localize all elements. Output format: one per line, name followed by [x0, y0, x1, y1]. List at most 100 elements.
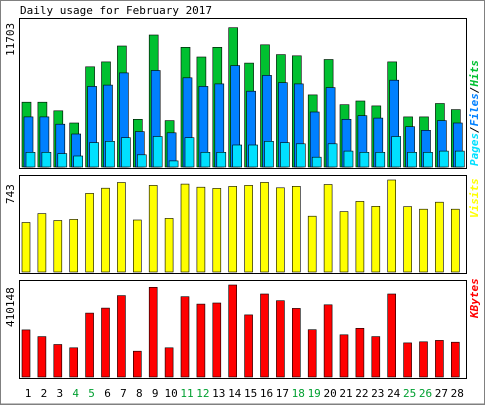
- kbytes-bar-day-23: [371, 336, 381, 378]
- day-label-13: 13: [212, 387, 225, 400]
- kbytes-bar-day-21: [339, 334, 349, 378]
- pages-bar-day-25: [407, 152, 417, 168]
- pages-bar-day-2: [41, 152, 52, 168]
- visits-bar-day-9: [148, 185, 158, 273]
- visits-bar-day-24: [387, 179, 397, 273]
- visits-bar-day-19: [307, 215, 317, 273]
- pages-bar-day-21: [343, 150, 354, 168]
- day-label-21: 21: [339, 387, 352, 400]
- pages-bar-day-8: [137, 154, 147, 168]
- kbytes-bar-day-18: [291, 308, 301, 378]
- day-label-8: 8: [136, 387, 143, 400]
- visits-bar-day-16: [260, 182, 269, 273]
- day-label-12: 12: [196, 387, 209, 400]
- pages-bar-day-9: [152, 136, 163, 168]
- pages-bar-day-11: [184, 137, 195, 168]
- kbytes-bar-day-11: [180, 296, 190, 378]
- pages-bar-day-12: [200, 152, 211, 168]
- day-label-4: 4: [72, 387, 79, 400]
- legend-hits: Hits: [468, 60, 481, 88]
- kbytes-bar-day-26: [419, 341, 428, 378]
- visits-bar-day-23: [371, 206, 381, 273]
- visits-bar-day-14: [228, 186, 237, 273]
- visits-legend: Visits: [468, 178, 481, 218]
- day-label-1: 1: [25, 387, 32, 400]
- day-label-19: 19: [308, 387, 321, 400]
- day-label-27: 27: [435, 387, 448, 400]
- kbytes-bar-day-27: [435, 340, 444, 378]
- day-label-25: 25: [403, 387, 416, 400]
- day-label-28: 28: [451, 387, 464, 400]
- kbytes-bar-day-12: [196, 303, 206, 378]
- visits-bar-day-1: [21, 222, 31, 273]
- pages-bar-day-5: [89, 142, 99, 168]
- visits-bar-day-3: [53, 220, 63, 273]
- legend-visits: Visits: [468, 178, 481, 218]
- day-label-5: 5: [88, 387, 95, 400]
- day-label-7: 7: [120, 387, 127, 400]
- pages-bar-day-18: [295, 143, 306, 168]
- visits-bar-day-17: [276, 187, 285, 273]
- chart-title: Daily usage for February 2017: [20, 4, 212, 17]
- pages-bar-day-19: [311, 156, 322, 168]
- pages-bar-day-28: [454, 150, 465, 168]
- day-label-10: 10: [164, 387, 177, 400]
- pages-bar-day-23: [375, 152, 386, 168]
- visits-bar-day-22: [355, 201, 365, 273]
- day-label-22: 22: [355, 387, 368, 400]
- pages-bar-day-15: [248, 144, 258, 168]
- kbytes-bar-day-14: [228, 284, 237, 378]
- pages-bar-day-27: [439, 150, 449, 168]
- visits-bar-day-5: [85, 193, 94, 273]
- kbytes-bar-day-16: [260, 293, 269, 378]
- day-label-18: 18: [292, 387, 305, 400]
- pages-bar-day-16: [264, 141, 274, 168]
- kbytes-ymax-label: 410148: [4, 287, 17, 327]
- visits-bar-day-18: [291, 186, 301, 273]
- pages-bar-day-7: [121, 137, 131, 168]
- legend-separator: /: [468, 87, 481, 94]
- kbytes-bar-day-19: [307, 329, 317, 378]
- bar-marks: [21, 27, 465, 378]
- visits-bar-day-8: [133, 219, 142, 273]
- pages-bar-day-6: [105, 141, 115, 168]
- visits-bar-day-28: [450, 208, 460, 273]
- pages-bar-day-20: [327, 143, 338, 168]
- kbytes-legend: KBytes: [468, 278, 481, 319]
- day-label-15: 15: [244, 387, 257, 400]
- kbytes-bar-day-5: [85, 312, 94, 378]
- hits-legend: Pages/Files/Hits: [468, 60, 481, 166]
- visits-bar-day-25: [403, 206, 412, 273]
- kbytes-bar-day-13: [212, 302, 222, 378]
- visits-bar-day-11: [180, 183, 190, 273]
- legend-kbytes: KBytes: [468, 278, 481, 319]
- kbytes-bar-day-2: [37, 336, 47, 378]
- kbytes-bar-day-3: [53, 344, 63, 378]
- kbytes-bar-day-20: [323, 304, 333, 378]
- kbytes-bar-day-17: [276, 300, 285, 378]
- visits-bar-day-6: [101, 187, 110, 273]
- kbytes-bar-day-1: [21, 329, 31, 378]
- pages-bar-day-24: [391, 136, 402, 168]
- pages-bar-day-13: [216, 152, 227, 168]
- day-label-14: 14: [228, 387, 242, 400]
- day-label-11: 11: [180, 387, 193, 400]
- visits-ymax-label: 743: [4, 184, 17, 204]
- kbytes-bar-day-15: [244, 314, 253, 378]
- kbytes-bar-day-9: [148, 286, 158, 378]
- kbytes-bar-day-8: [133, 350, 142, 378]
- kbytes-bar-day-7: [117, 295, 126, 378]
- day-label-3: 3: [56, 387, 63, 400]
- day-label-24: 24: [387, 387, 401, 400]
- day-label-2: 2: [41, 387, 48, 400]
- day-label-17: 17: [276, 387, 289, 400]
- pages-bar-day-14: [232, 144, 242, 168]
- kbytes-bar-day-4: [69, 347, 78, 378]
- visits-bar-day-27: [435, 201, 444, 273]
- kbytes-bar-day-25: [403, 342, 412, 378]
- visits-bar-day-20: [323, 184, 333, 273]
- visits-bar-day-7: [117, 182, 126, 273]
- pages-bar-day-26: [423, 152, 433, 168]
- legend-files: Files: [468, 93, 481, 126]
